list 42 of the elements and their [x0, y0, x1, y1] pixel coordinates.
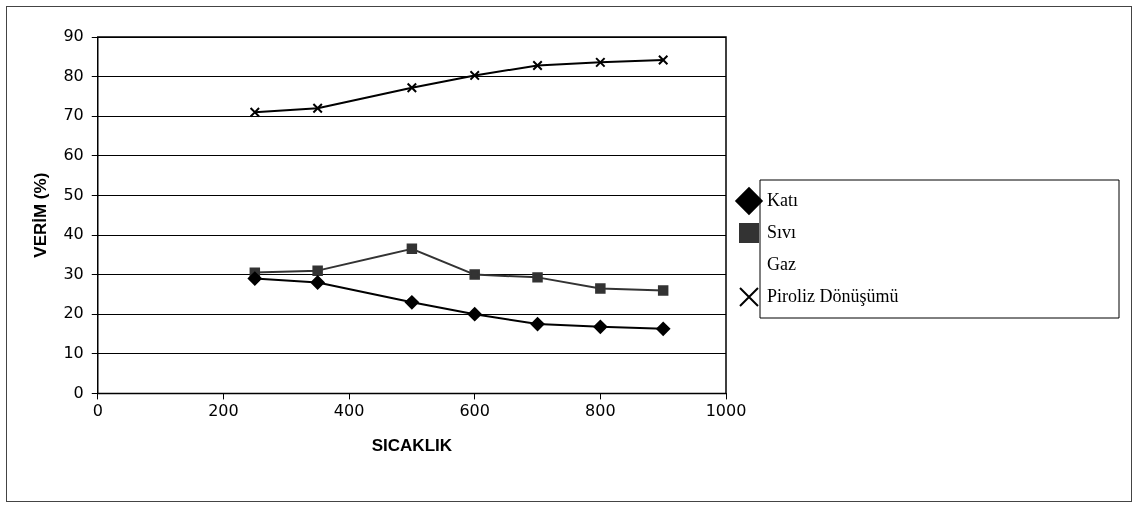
y-tick-label: 60 — [63, 144, 84, 164]
legend-label: Piroliz Dönüşümü — [767, 285, 899, 306]
point — [404, 295, 419, 310]
x-tick-label: 200 — [208, 401, 239, 421]
point — [406, 243, 418, 255]
point — [310, 275, 325, 290]
x-tick-label: 600 — [459, 401, 490, 421]
point — [532, 60, 543, 71]
point — [595, 283, 606, 294]
y-tick-label: 50 — [63, 184, 84, 204]
y-tick-label: 10 — [63, 342, 84, 362]
point — [406, 82, 418, 93]
y-tick-label: 80 — [63, 65, 84, 85]
point — [595, 57, 606, 68]
x-tick-label: 1000 — [705, 401, 747, 421]
x-tick-label: 400 — [333, 401, 365, 421]
point — [469, 269, 480, 280]
point — [247, 271, 262, 286]
x-axis-title: SICAKLIK — [371, 436, 453, 456]
y-tick-label: 0 — [73, 382, 84, 402]
point — [469, 70, 480, 81]
text: Gaz — [767, 253, 796, 274]
point — [656, 321, 671, 336]
y-tick-label: 90 — [63, 26, 84, 46]
point — [249, 107, 261, 118]
point — [593, 319, 608, 334]
y-tick-label: 70 — [63, 105, 84, 125]
point — [657, 54, 669, 66]
point — [467, 307, 482, 322]
x-tick-label: 0 — [92, 401, 103, 421]
y-tick-label: 30 — [63, 263, 84, 283]
x-tick-label: 800 — [585, 401, 616, 421]
point — [312, 265, 323, 276]
point — [530, 317, 545, 332]
y-tick-label: 20 — [63, 303, 84, 323]
legend-label: Sıvı — [767, 221, 797, 242]
point — [532, 272, 543, 283]
y-tick-label: 40 — [63, 224, 84, 244]
legend-label: Katı — [767, 189, 798, 210]
y-axis-title: VERİM (%) — [30, 172, 50, 258]
point — [657, 285, 669, 296]
point — [312, 103, 323, 114]
